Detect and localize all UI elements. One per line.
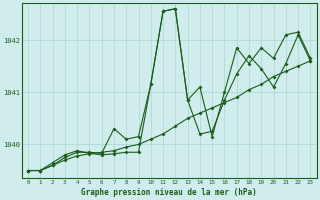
X-axis label: Graphe pression niveau de la mer (hPa): Graphe pression niveau de la mer (hPa): [81, 188, 257, 197]
